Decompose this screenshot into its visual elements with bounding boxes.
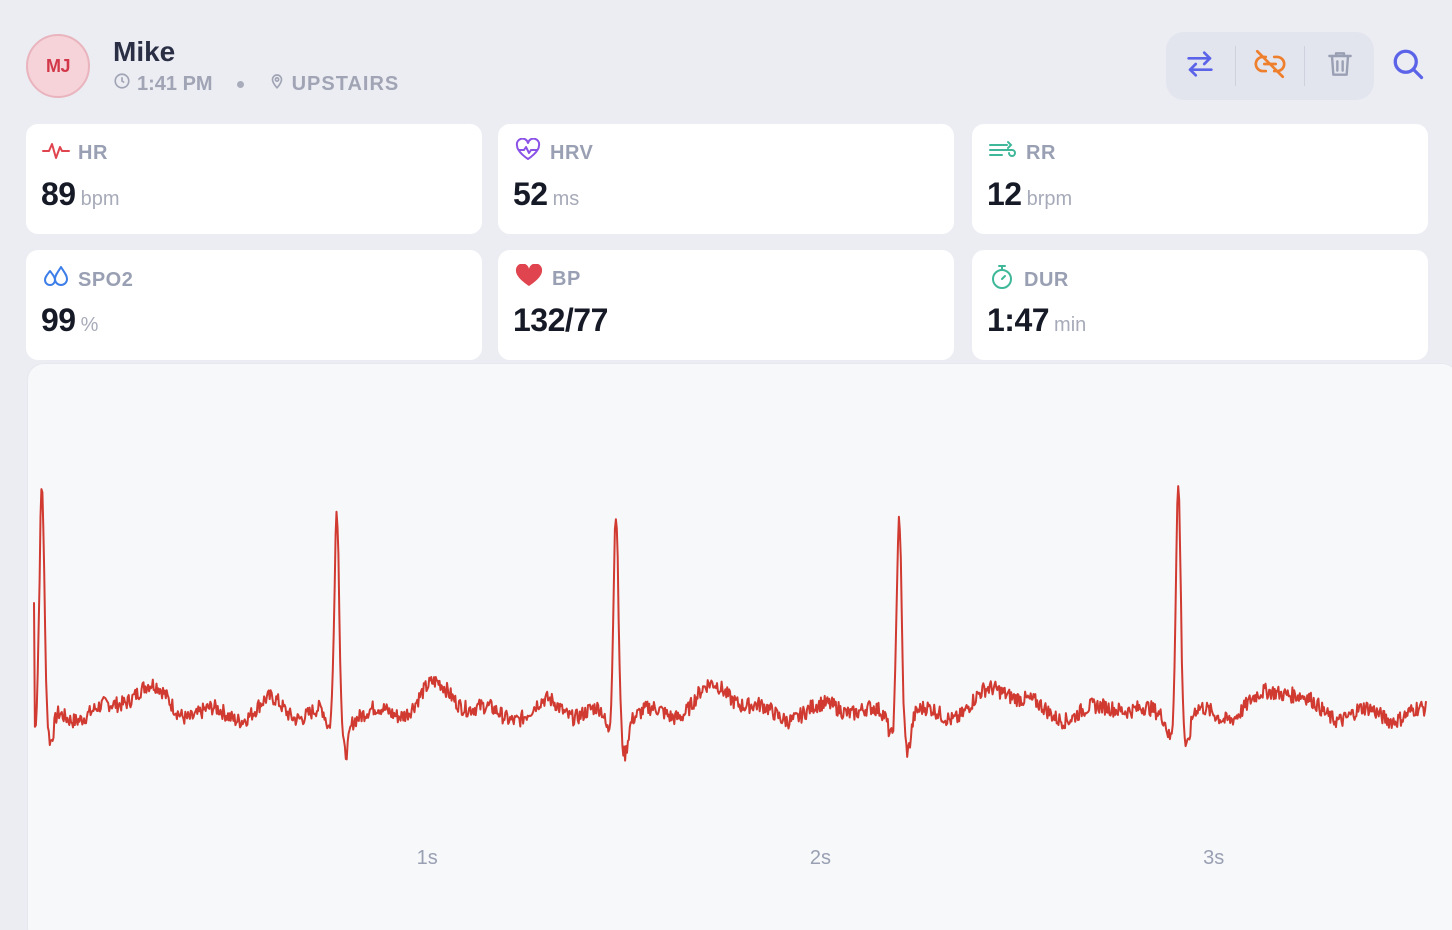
vital-value: 99 — [41, 302, 76, 338]
swap-icon — [1183, 47, 1217, 86]
vital-label: DUR — [1024, 268, 1069, 291]
unlink-icon — [1253, 47, 1287, 86]
vital-card-hrv[interactable]: HRV 52 ms — [498, 124, 954, 234]
vital-label-row: HR — [42, 138, 108, 168]
delete-button[interactable] — [1305, 32, 1374, 100]
vital-card-dur[interactable]: DUR 1:47 min — [972, 250, 1428, 360]
ecg-chart: 1s 2s 3s — [33, 485, 1427, 869]
vital-label: HR — [78, 141, 108, 164]
trash-icon — [1324, 48, 1356, 85]
vital-label-row: HRV — [514, 137, 594, 168]
vital-unit: brpm — [1026, 188, 1073, 210]
toolbar-divider — [1234, 46, 1236, 86]
vital-label-row: BP — [514, 263, 581, 294]
unlink-button[interactable] — [1236, 32, 1305, 100]
pulse-icon — [42, 138, 78, 168]
vital-card-spo2[interactable]: SPO2 99 % — [26, 250, 482, 360]
vital-card-bp[interactable]: BP 132/77 — [498, 250, 954, 360]
patient-meta: 1:41 PM UPSTAIRS — [113, 72, 399, 96]
patient-location: UPSTAIRS — [291, 72, 400, 95]
vital-value-row: 89 bpm — [41, 176, 120, 213]
vital-label: HRV — [550, 141, 594, 164]
vital-label: BP — [552, 267, 581, 290]
ecg-waveform-line — [33, 485, 1427, 762]
vital-value-row: 12 brpm — [987, 176, 1072, 213]
vital-value-row: 132/77 — [513, 302, 613, 339]
x-tick-label: 3s — [1203, 847, 1224, 869]
search-icon — [1390, 46, 1426, 87]
vital-unit: ms — [552, 188, 580, 210]
patient-name: Mike — [113, 36, 176, 67]
vital-unit: min — [1054, 314, 1087, 336]
vital-value: 52 — [513, 176, 548, 212]
header: MJ Mike 1:41 PM UPSTAIRS — [26, 32, 1430, 102]
vital-unit: % — [80, 314, 99, 336]
vital-value-row: 52 ms — [513, 176, 579, 213]
vital-value: 132/77 — [513, 302, 608, 338]
separator-dot — [236, 80, 244, 88]
patient-time: 1:41 PM — [137, 72, 213, 95]
avatar[interactable]: MJ — [26, 34, 90, 98]
drops-icon — [42, 264, 78, 296]
vital-label-row: DUR — [988, 264, 1069, 296]
vital-label-row: SPO2 — [42, 264, 133, 296]
vital-value: 1:47 — [987, 302, 1050, 338]
heart-icon — [514, 263, 552, 294]
location-pin-icon — [268, 72, 292, 96]
heart-pulse-icon — [514, 137, 550, 168]
ecg-chart-panel: 1s 2s 3s — [28, 364, 1452, 930]
swap-button[interactable] — [1166, 32, 1235, 100]
toolbar-divider — [1304, 46, 1306, 86]
stopwatch-icon — [988, 264, 1024, 296]
vital-label-row: RR — [988, 138, 1056, 168]
action-toolbar — [1166, 32, 1374, 100]
wind-icon — [988, 138, 1026, 168]
x-axis-ticks: 1s 2s 3s — [417, 847, 1225, 869]
vital-value-row: 1:47 min — [987, 302, 1086, 339]
vital-unit: bpm — [80, 188, 120, 210]
x-tick-label: 2s — [810, 847, 831, 869]
vital-label: RR — [1026, 141, 1056, 164]
clock-icon — [113, 72, 137, 96]
vital-label: SPO2 — [78, 268, 134, 291]
vital-value: 12 — [987, 176, 1022, 212]
vital-value: 89 — [41, 176, 76, 212]
vital-card-hr[interactable]: HR 89 bpm — [26, 124, 482, 234]
vital-value-row: 99 % — [41, 302, 98, 339]
x-tick-label: 1s — [417, 847, 438, 869]
search-button[interactable] — [1388, 46, 1428, 86]
vital-card-rr[interactable]: RR 12 brpm — [972, 124, 1428, 234]
